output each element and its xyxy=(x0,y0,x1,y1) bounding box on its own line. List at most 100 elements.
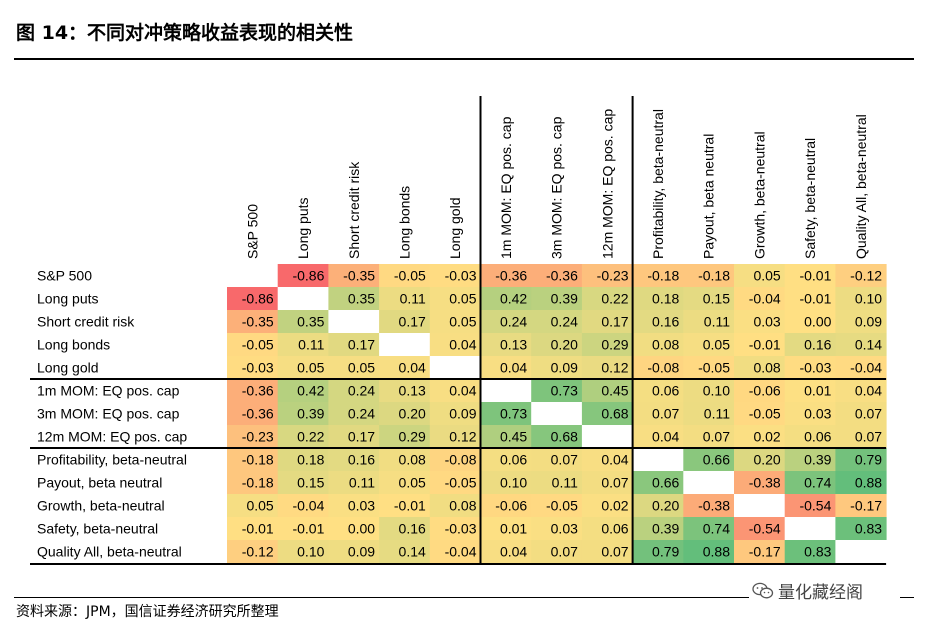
heatmap-cell xyxy=(480,425,532,448)
heatmap-value: 0.01 xyxy=(804,383,831,399)
heatmap-value: 0.17 xyxy=(399,314,426,330)
heatmap-cell xyxy=(480,264,532,287)
heatmap-cell xyxy=(328,356,380,379)
heatmap-cell xyxy=(480,471,532,494)
heatmap-cell xyxy=(277,540,329,563)
heatmap-value: 0.83 xyxy=(804,544,831,560)
heatmap-cell xyxy=(734,540,786,563)
heatmap-cell xyxy=(835,471,887,494)
heatmap-value: -0.01 xyxy=(292,521,324,537)
heatmap-cell xyxy=(531,402,583,425)
heatmap-cell xyxy=(632,494,684,517)
heatmap-value: -0.05 xyxy=(698,360,730,376)
heatmap-cell xyxy=(328,517,380,540)
heatmap-cell xyxy=(227,540,279,563)
heatmap-cell xyxy=(632,356,684,379)
heatmap-value: 0.11 xyxy=(704,406,730,422)
heatmap-value: 0.22 xyxy=(297,429,324,445)
heatmap-cell xyxy=(429,402,481,425)
heatmap-cell xyxy=(480,540,532,563)
heatmap-cell xyxy=(227,425,279,448)
heatmap-value: 0.24 xyxy=(551,314,578,330)
heatmap-value: -0.01 xyxy=(799,268,831,284)
row-label: 12m MOM: EQ pos. cap xyxy=(37,429,187,445)
column-label: Payout, beta neutral xyxy=(701,134,717,259)
heatmap-cell xyxy=(784,494,836,517)
heatmap-value: 0.20 xyxy=(399,406,426,422)
heatmap-cell xyxy=(227,448,279,471)
heatmap-cell xyxy=(277,379,329,402)
heatmap-value: 0.13 xyxy=(500,337,527,353)
row-label: Quality All, beta-neutral xyxy=(37,544,182,560)
bottom-rule xyxy=(14,597,749,598)
heatmap-cell xyxy=(227,494,279,517)
heatmap-cell xyxy=(277,448,329,471)
heatmap-value: -0.05 xyxy=(749,406,781,422)
heatmap-cell xyxy=(835,379,887,402)
heatmap-cell xyxy=(683,517,735,540)
heatmap-value: 0.07 xyxy=(601,544,628,560)
heatmap-cell xyxy=(683,494,735,517)
heatmap-value: -0.01 xyxy=(749,337,781,353)
heatmap-value: 0.07 xyxy=(703,429,730,445)
heatmap-cell xyxy=(480,517,532,540)
heatmap-cell xyxy=(480,356,532,379)
heatmap-value: 0.06 xyxy=(804,429,831,445)
heatmap-cell xyxy=(683,402,735,425)
heatmap-cell xyxy=(227,333,279,356)
heatmap-cell xyxy=(734,494,786,517)
heatmap-cell xyxy=(581,402,634,425)
correlation-heatmap: -0.86 -0.35 -0.05 -0.03 -0.36 -0.36 -0.23 -0.18… xyxy=(30,96,887,565)
heatmap-cell xyxy=(531,517,583,540)
heatmap-value: -0.04 xyxy=(850,360,882,376)
heatmap-cell xyxy=(784,333,836,356)
heatmap-cell xyxy=(683,425,735,448)
heatmap-cell xyxy=(784,402,836,425)
heatmap-cell xyxy=(227,379,279,402)
heatmap-cell xyxy=(784,471,836,494)
heatmap-cell xyxy=(632,540,684,563)
heatmap-cell xyxy=(784,517,836,540)
heatmap-cell xyxy=(277,517,329,540)
heatmap-value: 0.09 xyxy=(551,360,578,376)
heatmap-value: -0.03 xyxy=(445,521,477,537)
row-label: Short credit risk xyxy=(37,314,135,330)
heatmap-value: 0.18 xyxy=(297,452,324,468)
heatmap-value: -0.36 xyxy=(242,383,274,399)
heatmap-value: 0.17 xyxy=(601,314,628,330)
heatmap-value: 0.06 xyxy=(652,383,679,399)
heatmap-cell xyxy=(531,540,583,563)
heatmap-cell xyxy=(784,425,836,448)
figure-title: 图 14：不同对冲策略收益表现的相关性 xyxy=(16,22,354,44)
heatmap-value: -0.05 xyxy=(546,498,578,514)
heatmap-value: -0.35 xyxy=(242,314,274,330)
heatmap-cell xyxy=(835,264,887,287)
heatmap-cell xyxy=(683,448,735,471)
heatmap-value: 0.08 xyxy=(652,337,679,353)
row-label: Long puts xyxy=(37,291,99,307)
heatmap-value: 0.11 xyxy=(349,475,375,491)
heatmap-cell xyxy=(835,425,887,448)
heatmap-cell xyxy=(480,287,532,310)
row-label: Payout, beta neutral xyxy=(37,475,162,491)
heatmap-value: 0.09 xyxy=(348,544,375,560)
heatmap-cell xyxy=(277,494,329,517)
heatmap-cell xyxy=(429,517,481,540)
heatmap-cell xyxy=(379,310,431,333)
heatmap-cell xyxy=(379,494,431,517)
heatmap-cell xyxy=(328,448,380,471)
heatmap-value: 0.13 xyxy=(399,383,426,399)
heatmap-cell xyxy=(835,517,887,540)
watermark: 量化藏经阁 xyxy=(752,578,863,603)
heatmap-value: -0.17 xyxy=(749,544,781,560)
heatmap-cell xyxy=(480,494,532,517)
heatmap-cell xyxy=(683,356,735,379)
heatmap-value: -0.08 xyxy=(647,360,679,376)
heatmap-value: 0.00 xyxy=(348,521,375,537)
heatmap-cell xyxy=(277,402,329,425)
heatmap-value: 0.68 xyxy=(551,429,578,445)
heatmap-cell xyxy=(429,264,481,287)
heatmap-cell xyxy=(429,356,481,379)
row-label: Long gold xyxy=(37,360,99,376)
heatmap-value: 0.39 xyxy=(297,406,324,422)
